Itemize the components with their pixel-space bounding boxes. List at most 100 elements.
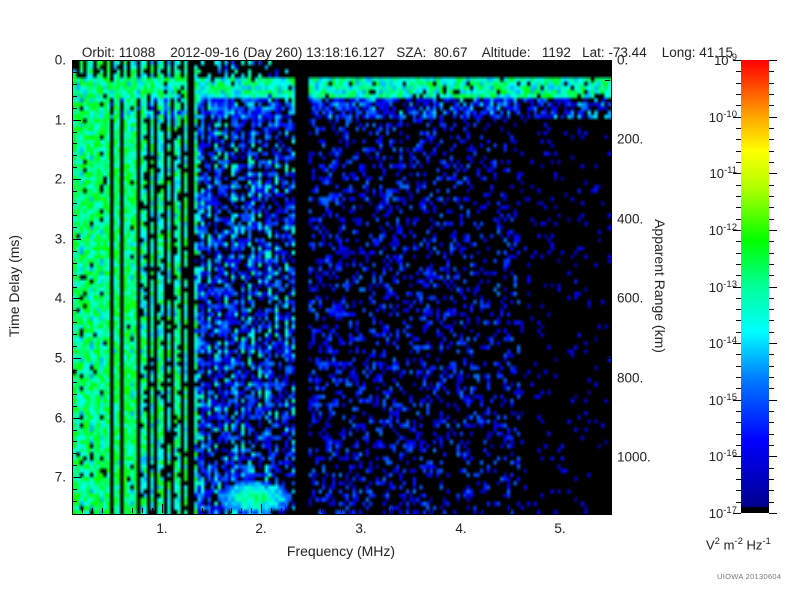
x-tick-label: 3. [355,521,367,536]
colorbar-tick-minor [736,241,741,242]
y-right-tick-major [601,298,610,299]
colorbar-tick-minor [769,196,774,197]
y-right-tick-minor [605,159,610,160]
y-left-tick-minor [72,501,77,502]
colorbar-tick-minor [736,298,741,299]
x-tick-label: 4. [455,521,467,536]
y-left-tick-minor [72,453,77,454]
y-right-tick-label: 600. [617,290,644,306]
colorbar-tick-left [733,400,741,401]
colorbar-tick-minor [769,468,774,469]
x-tick-minor [530,508,531,513]
x-tick-minor [480,508,481,513]
colorbar-label-exponent: -13 [723,278,737,290]
colorbar-tick-minor [769,151,774,152]
colorbar-label-mantissa: 10 [708,449,724,465]
y-left-tick-label: 5. [54,350,66,366]
x-tick-minor [281,508,282,513]
colorbar-tick-minor [769,128,774,129]
colorbar-label-exponent: -17 [723,504,737,516]
y-left-tick-major [72,418,81,419]
x-tick-minor [251,508,252,513]
x-tick-minor [241,508,242,513]
x-tick-minor [182,508,183,513]
colorbar-tick-minor [736,151,741,152]
y-right-tick-minor [605,239,610,240]
colorbar-tick-minor [736,445,741,446]
x-tick-major [461,504,462,513]
colorbar-tick-minor [736,71,741,72]
colorbar-tick-minor [736,332,741,333]
colorbar-tick-minor [769,83,774,84]
y-right-tick-minor [605,259,610,260]
y-right-tick-major [601,139,610,140]
colorbar-tick-minor [769,139,774,140]
y-left-tick-minor [72,430,77,431]
colorbar-tick-minor [736,139,741,140]
colorbar-gradient [741,60,769,513]
colorbar-tick-minor [769,422,774,423]
x-tick-minor [211,508,212,513]
x-tick-minor [122,508,123,513]
colorbar-label-mantissa: 10 [708,280,724,296]
colorbar-tick-minor [769,264,774,265]
colorbar-tick-label: 10-17 [695,505,737,521]
colorbar-tick-minor [769,275,774,276]
x-tick-minor [570,508,571,513]
y-right-tick-minor [605,100,610,101]
colorbar-tick-minor [769,479,774,480]
colorbar-tick-right [769,343,777,344]
x-tick-minor [381,508,382,513]
x-tick-minor [221,508,222,513]
x-tick-minor [401,508,402,513]
colorbar-tick-minor [736,479,741,480]
colorbar-tick-minor [736,196,741,197]
colorbar-tick-label: 10-14 [695,335,737,351]
colorbar-tick-minor [736,275,741,276]
colorbar-tick-minor [736,434,741,435]
y-left-tick-minor [72,346,77,347]
colorbar-tick-right [769,400,777,401]
x-tick-major [261,504,262,513]
colorbar-tick-minor [736,128,741,129]
y-left-tick-major [72,60,81,61]
x-tick-minor [490,508,491,513]
colorbar-tick-minor [736,83,741,84]
colorbar-tick-minor [736,422,741,423]
colorbar-tick-minor [769,320,774,321]
y-right-tick-label: 400. [617,211,644,227]
y-left-tick-minor [72,215,77,216]
colorbar-tick-label: 10-9 [695,52,737,68]
x-tick-minor [92,508,93,513]
colorbar-tick-minor [736,377,741,378]
colorbar-tick-minor [769,366,774,367]
colorbar-label-exponent: -11 [723,164,737,176]
y-axis-left-title: Time Delay (ms) [6,234,22,338]
units-hertz: Hz [742,537,763,553]
y-left-tick-minor [72,191,77,192]
colorbar-tick-left [733,60,741,61]
colorbar-tick-left [733,173,741,174]
x-tick-minor [192,508,193,513]
y-right-tick-label: 800. [617,370,644,386]
colorbar-units: V2 m-2 Hz-1 [706,536,771,552]
colorbar-label-mantissa: 10 [708,223,724,239]
y-left-tick-minor [72,310,77,311]
y-left-tick-label: 3. [54,231,66,247]
x-tick-minor [202,508,203,513]
y-right-tick-minor [605,497,610,498]
y-left-tick-minor [72,322,77,323]
colorbar-tick-minor [769,71,774,72]
colorbar-tick-minor [769,411,774,412]
colorbar-tick-minor [769,388,774,389]
colorbar-label-mantissa: 10 [708,110,724,126]
header-sza-label: SZA: [396,45,427,60]
y-left-tick-label: 4. [54,290,66,306]
y-left-tick-minor [72,203,77,204]
figure-header: Orbit: 11088 2012-09-16 (Day 260) 13:18:… [0,30,800,60]
colorbar-tick-minor [736,502,741,503]
y-right-tick-major [601,219,610,220]
colorbar-tick-minor [736,207,741,208]
units-meters-exponent: -2 [734,536,743,547]
